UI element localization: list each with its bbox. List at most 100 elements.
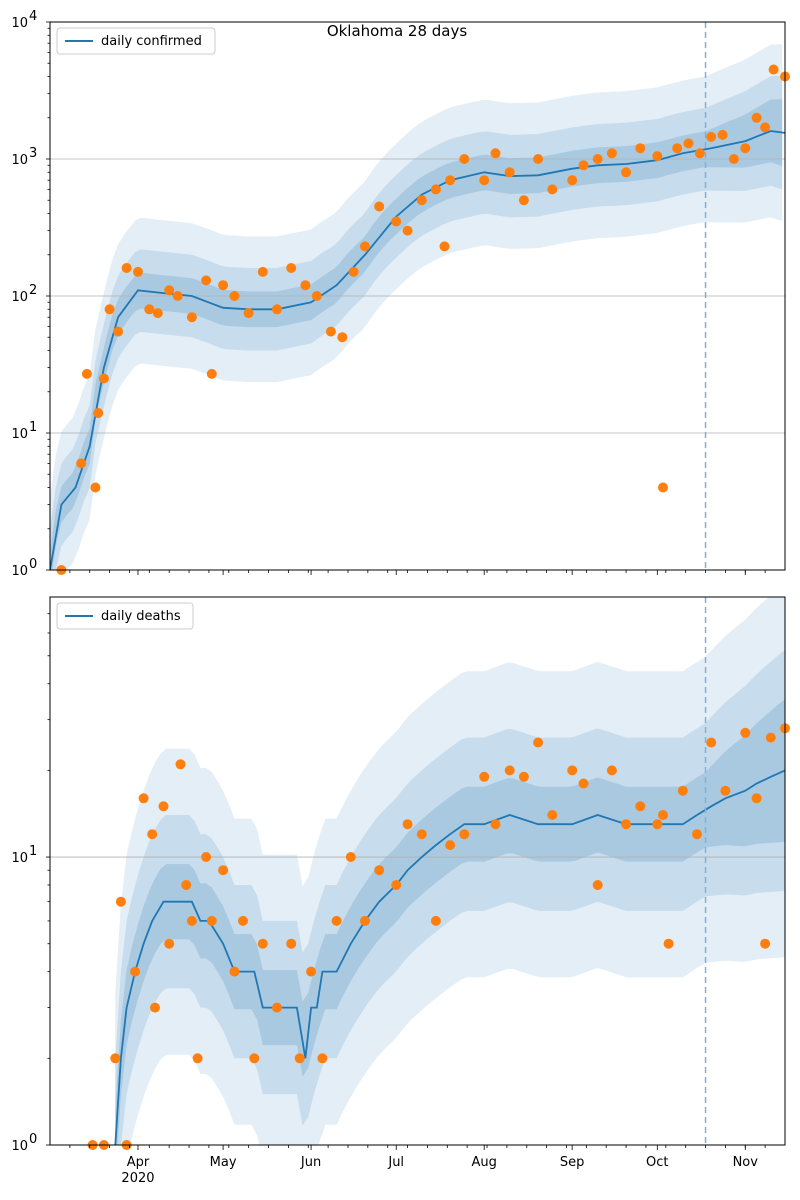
data-point xyxy=(740,143,751,154)
data-point xyxy=(751,112,762,123)
data-point xyxy=(286,263,297,273)
data-point xyxy=(206,915,217,926)
data-point xyxy=(172,291,183,301)
data-point xyxy=(76,458,87,469)
deaths-legend: daily deaths xyxy=(56,602,194,630)
data-point xyxy=(402,225,413,236)
data-point xyxy=(694,148,705,159)
data-point xyxy=(113,326,124,337)
data-point xyxy=(229,291,240,301)
data-point xyxy=(717,129,728,140)
data-point xyxy=(677,785,688,796)
data-point xyxy=(683,138,694,149)
confirmed-uncertainty-bands xyxy=(50,44,783,570)
data-point xyxy=(272,304,282,315)
data-point xyxy=(706,737,717,748)
data-point xyxy=(98,373,109,384)
y-tick-exponent: 2 xyxy=(29,283,37,298)
y-tick-label: 10 xyxy=(11,427,28,442)
data-point xyxy=(311,291,322,301)
data-point xyxy=(133,266,143,277)
data-point xyxy=(391,216,402,227)
confirmed-points-group xyxy=(56,64,790,575)
data-point xyxy=(164,938,175,949)
data-point xyxy=(201,852,212,862)
data-point xyxy=(147,829,158,840)
data-point xyxy=(592,154,603,164)
data-point xyxy=(374,201,385,212)
data-point xyxy=(257,266,268,277)
data-point xyxy=(518,771,529,782)
data-point xyxy=(150,1002,160,1013)
data-point xyxy=(490,148,501,159)
data-point xyxy=(416,195,427,206)
data-point xyxy=(652,151,663,162)
uncertainty-band xyxy=(115,649,785,1145)
x-tick-year: 2020 xyxy=(121,1171,154,1186)
x-tick-label: Sep xyxy=(560,1155,585,1170)
data-point xyxy=(720,785,731,796)
data-point xyxy=(243,308,254,319)
data-point xyxy=(115,896,126,907)
data-point xyxy=(391,880,402,890)
y-tick-label: 10 xyxy=(11,851,28,866)
data-point xyxy=(635,143,646,154)
data-point xyxy=(760,938,771,949)
data-point xyxy=(760,122,771,133)
data-point xyxy=(238,915,248,926)
data-point xyxy=(504,167,515,178)
data-point xyxy=(445,175,456,186)
data-point xyxy=(317,1053,328,1064)
uncertainty-band xyxy=(115,699,785,1145)
data-point xyxy=(504,765,515,776)
data-point xyxy=(104,304,115,315)
data-point xyxy=(459,154,470,164)
data-point xyxy=(152,308,163,319)
data-point xyxy=(533,737,544,748)
x-tick-label: Jul xyxy=(387,1155,404,1170)
data-point xyxy=(578,160,589,171)
x-tick-label: May xyxy=(210,1155,237,1170)
data-point xyxy=(439,241,450,252)
uncertainty-band xyxy=(50,99,783,570)
data-point xyxy=(110,1053,121,1064)
y-tick-exponent: 1 xyxy=(29,420,37,435)
data-point xyxy=(192,1053,203,1064)
data-point xyxy=(621,819,632,830)
deaths-legend-box xyxy=(56,602,194,630)
data-point xyxy=(692,829,702,840)
data-point xyxy=(658,482,668,493)
data-point xyxy=(337,332,348,343)
data-point xyxy=(286,938,297,949)
data-point xyxy=(518,195,529,206)
data-point xyxy=(706,131,717,142)
data-point xyxy=(249,1053,260,1064)
data-point xyxy=(164,285,175,296)
y-tick-exponent: 4 xyxy=(29,9,37,24)
uncertainty-band xyxy=(50,75,783,570)
data-point xyxy=(402,819,413,830)
data-point xyxy=(158,801,169,812)
data-point xyxy=(325,326,336,337)
data-point xyxy=(459,829,470,840)
data-point xyxy=(201,275,212,286)
data-point xyxy=(121,263,132,273)
chart-title: Oklahoma 28 days xyxy=(327,22,468,40)
data-point xyxy=(218,865,229,876)
data-point xyxy=(186,312,197,323)
data-point xyxy=(445,840,456,851)
data-point xyxy=(186,915,197,926)
deaths-legend-label: daily deaths xyxy=(101,609,181,624)
data-point xyxy=(306,966,317,977)
data-point xyxy=(672,143,683,154)
data-point xyxy=(206,368,217,379)
data-point xyxy=(360,915,370,926)
data-point xyxy=(300,280,311,291)
data-point xyxy=(768,64,779,75)
data-point xyxy=(90,482,101,493)
data-point xyxy=(606,765,617,776)
data-point xyxy=(479,175,490,186)
